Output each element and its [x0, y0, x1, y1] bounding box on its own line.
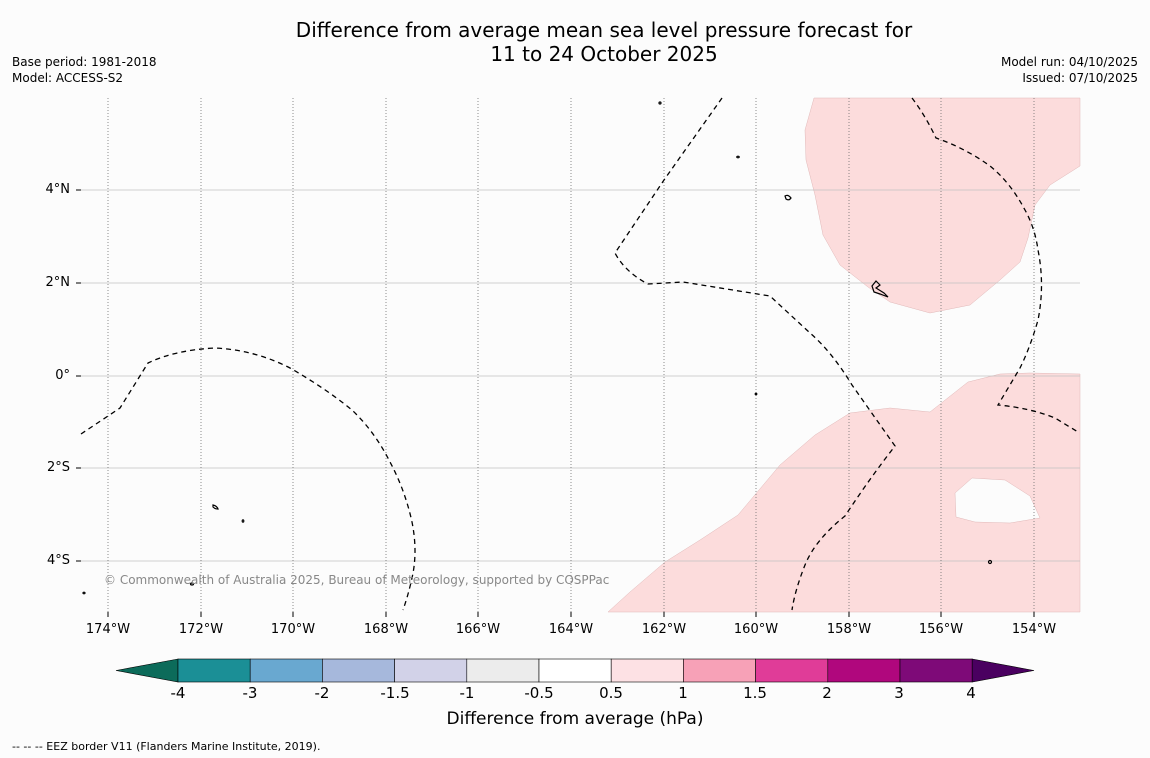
island-f	[987, 559, 993, 565]
island-g	[212, 504, 219, 510]
island-b	[736, 155, 740, 159]
eez-border-center	[614, 97, 896, 611]
colorbar-label: -0.5	[524, 684, 554, 702]
lat-label-4n: 4°N	[45, 182, 71, 197]
colorbar	[115, 658, 1035, 683]
colorbar-swatch	[466, 658, 540, 683]
island-a	[658, 101, 662, 105]
colorbar-swatch	[322, 658, 395, 683]
colorbar-swatch	[899, 658, 973, 683]
colorbar-swatch	[755, 658, 829, 683]
lon-label-164w: 164°W	[548, 622, 594, 637]
lat-gridlines	[81, 189, 1080, 562]
colorbar-swatch	[394, 658, 468, 683]
lon-label-168w: 168°W	[363, 622, 409, 637]
chart-title: Difference from average mean sea level p…	[0, 18, 1150, 66]
base-period: Base period: 1981-2018	[12, 55, 157, 69]
lon-label-162w: 162°W	[641, 622, 687, 637]
colorbar-label: -4	[170, 684, 186, 702]
colorbar-label: -1.5	[380, 684, 410, 702]
lon-label-174w: 174°W	[85, 622, 131, 637]
model-run: Model run: 04/10/2025	[1000, 55, 1138, 69]
lat-label-2s: 2°S	[46, 460, 70, 475]
colorbar-label: -3	[242, 684, 258, 702]
island-c	[784, 194, 792, 201]
model-name: Model: ACCESS-S2	[12, 71, 124, 85]
colorbar-label: 4	[966, 684, 976, 702]
meta-right: Model run: 04/10/2025 Issued: 07/10/2025	[1001, 54, 1138, 86]
eez-borders	[80, 97, 1079, 611]
colorbar-label: 0.5	[599, 684, 623, 702]
lon-label-154w: 154°W	[1011, 622, 1057, 637]
colorbar-label: -2	[314, 684, 330, 702]
island-d	[871, 280, 889, 298]
lon-label-156w: 156°W	[918, 622, 964, 637]
colorbar-swatch	[827, 658, 901, 683]
island-e	[754, 392, 758, 396]
lat-label-0: 0°	[55, 368, 70, 383]
colorbar-extend-low	[115, 658, 179, 683]
issued-date: Issued: 07/10/2025	[1022, 71, 1138, 85]
meta-left: Base period: 1981-2018 Model: ACCESS-S2	[12, 54, 157, 86]
title-line-2: 11 to 24 October 2025	[490, 42, 718, 66]
island-h	[241, 519, 245, 523]
island-j	[82, 591, 86, 595]
colorbar-swatch	[538, 658, 612, 683]
lat-ticks	[76, 189, 81, 562]
lon-label-160w: 160°W	[733, 622, 779, 637]
colorbar-label: 1	[678, 684, 688, 702]
lon-label-166w: 166°W	[455, 622, 501, 637]
lon-ticks	[107, 612, 1035, 617]
colorbar-label: 3	[894, 684, 904, 702]
colorbar-swatch	[177, 658, 251, 683]
eez-legend-footer: -- -- -- EEZ border V11 (Flanders Marine…	[12, 740, 321, 753]
islands	[82, 101, 993, 595]
anomaly-region-north	[804, 97, 1081, 314]
island-i	[189, 582, 195, 586]
anomaly-region-south	[607, 372, 1081, 613]
lon-label-158w: 158°W	[826, 622, 872, 637]
colorbar-label: 1.5	[743, 684, 767, 702]
title-line-1: Difference from average mean sea level p…	[295, 18, 913, 42]
anomaly-hole	[954, 477, 1041, 524]
colorbar-swatch	[683, 658, 756, 683]
lon-label-172w: 172°W	[178, 622, 224, 637]
eez-border-east	[911, 97, 1079, 433]
lat-label-2n: 2°N	[45, 275, 71, 290]
colorbar-swatch	[249, 658, 323, 683]
colorbar-extend-high	[971, 658, 1035, 683]
colorbar-label: 2	[822, 684, 832, 702]
copyright-text: © Commonwealth of Australia 2025, Bureau…	[104, 573, 610, 587]
lat-label-4s: 4°S	[46, 553, 70, 568]
colorbar-label: -1	[459, 684, 475, 702]
colorbar-swatch	[610, 658, 684, 683]
lon-label-170w: 170°W	[270, 622, 316, 637]
colorbar-title: Difference from average (hPa)	[446, 709, 704, 729]
